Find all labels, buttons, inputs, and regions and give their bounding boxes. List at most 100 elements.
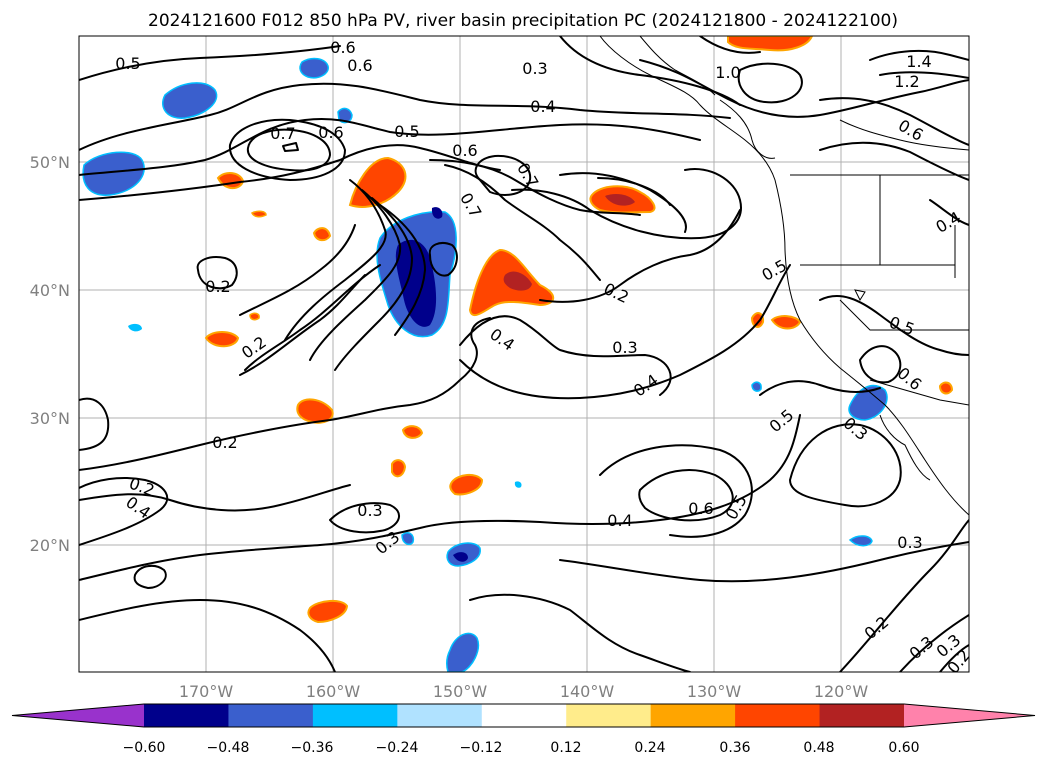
pv-contour-line xyxy=(819,97,969,146)
lat-tick-label: 50°N xyxy=(30,153,70,172)
precip-positive-area xyxy=(250,210,267,218)
pv-contour-line xyxy=(79,599,336,672)
precip-positive-area xyxy=(938,381,954,395)
pv-contour-line xyxy=(79,45,341,81)
pv-contour-line xyxy=(759,380,881,396)
precip-positive-area xyxy=(449,474,484,496)
colorbar-tick-label: −0.36 xyxy=(291,740,334,756)
colorbar-cell xyxy=(481,704,567,727)
pv-contour-line xyxy=(929,199,969,226)
contour-label: 0.6 xyxy=(347,56,372,75)
precip-positive-area xyxy=(307,600,349,624)
lat-tick-label: 20°N xyxy=(30,536,70,555)
colorbar-cell xyxy=(735,704,821,727)
precip-negative-area xyxy=(848,535,873,547)
precip-strong-positive-area xyxy=(503,271,532,291)
lat-tick-labels: 50°N 40°N 30°N 20°N xyxy=(30,153,70,555)
colorbar-cell xyxy=(144,704,229,727)
pv-contour-line xyxy=(133,564,167,589)
contour-label: 0.6 xyxy=(318,123,343,142)
contour-label: 0.5 xyxy=(115,54,140,73)
pv-contour-line xyxy=(79,414,801,581)
pv-contour-line xyxy=(428,242,458,277)
precip-strong-negative-area xyxy=(395,239,437,327)
pv-contour-line xyxy=(599,444,753,538)
pv-contour-line xyxy=(244,264,381,371)
lon-tick-label: 170°W xyxy=(179,682,234,701)
precip-positive-area xyxy=(727,36,814,52)
colorbar-cell xyxy=(819,704,905,727)
precip-positive-area xyxy=(312,227,332,242)
contour-label: 0.3 xyxy=(522,59,547,78)
precip-negative-area xyxy=(299,57,329,79)
contour-label: 0.4 xyxy=(607,511,632,530)
coastline xyxy=(599,36,969,516)
colorbar-cells xyxy=(11,703,1036,728)
pv-contour-line xyxy=(79,82,731,151)
contour-label: 0.5 xyxy=(394,122,419,141)
pv-contour-line xyxy=(559,541,969,583)
precip-negative-area xyxy=(445,632,479,672)
coastline xyxy=(879,414,931,481)
lat-tick-label: 40°N xyxy=(30,281,70,300)
pv-contours xyxy=(79,36,969,672)
border xyxy=(869,379,969,406)
precip-strong-positive-area xyxy=(605,194,635,206)
pv-contour-line xyxy=(474,154,532,196)
contour-label: 0.7 xyxy=(270,124,295,143)
pv-contour-line xyxy=(859,345,902,384)
pv-contour-line xyxy=(329,502,400,534)
coastline xyxy=(719,99,776,159)
pv-contour-line xyxy=(379,204,426,336)
pv-contour-line xyxy=(939,644,969,672)
chart-title: 2024121600 F012 850 hPa PV, river basin … xyxy=(148,11,898,31)
contour-label: 1.4 xyxy=(906,52,931,71)
contour-label: 0.6 xyxy=(330,38,355,57)
colorbar-tick-labels: −0.60 −0.48 −0.36 −0.24 −0.12 0.12 0.24 … xyxy=(123,740,920,756)
pv-contour-line xyxy=(196,256,238,290)
lon-tick-label: 140°W xyxy=(560,682,615,701)
pv-contour-line xyxy=(239,274,366,376)
lon-tick-label: 160°W xyxy=(306,682,361,701)
pv-contour-line xyxy=(79,118,701,176)
colorbar-tick-label: 0.36 xyxy=(719,740,750,756)
colorbar-tick-label: 0.24 xyxy=(634,740,665,756)
border xyxy=(839,299,969,331)
lon-tick-label: 130°W xyxy=(687,682,742,701)
pv-contour-line xyxy=(334,197,413,371)
pv-contour-line xyxy=(879,71,969,79)
coastlines xyxy=(599,36,969,516)
precip-strong-negative-area xyxy=(431,207,443,219)
colorbar-tick-label: 0.12 xyxy=(550,740,581,756)
pv-contour-line xyxy=(819,295,969,356)
contour-label: 1.2 xyxy=(894,72,919,91)
precip-positive-area xyxy=(249,312,260,321)
colorbar-outline xyxy=(11,703,1036,728)
contour-label: 0.2 xyxy=(212,433,237,452)
pv-contour-line xyxy=(699,36,761,54)
precip-positive-area xyxy=(204,331,240,348)
pv-contour-line xyxy=(899,614,969,672)
colorbar: −0.60 −0.48 −0.36 −0.24 −0.12 0.12 0.24 … xyxy=(11,703,1036,756)
pv-contour-line xyxy=(469,593,691,672)
colorbar-tick-label: 0.60 xyxy=(888,740,919,756)
precip-positive-area xyxy=(348,156,407,208)
pv-contour-line xyxy=(559,36,741,106)
pv-contour-line xyxy=(79,397,110,451)
pv-contour-line xyxy=(79,477,169,546)
pv-contour-line xyxy=(79,484,351,512)
pv-contour-line xyxy=(246,128,331,172)
pv-contour-line xyxy=(79,317,491,471)
contour-label: 0.4 xyxy=(530,97,555,116)
pv-contour-line xyxy=(228,118,346,181)
gridlines xyxy=(79,36,969,672)
pv-contour-line xyxy=(282,142,299,152)
precip-negative-area xyxy=(337,107,353,124)
precip-negative-area xyxy=(751,381,762,392)
colorbar-tick-label: 0.48 xyxy=(803,740,834,756)
colorbar-extend-min xyxy=(12,704,144,727)
pv-contour-line xyxy=(839,519,969,672)
precip-negative-area xyxy=(162,82,218,119)
colorbar-cell xyxy=(228,704,314,727)
